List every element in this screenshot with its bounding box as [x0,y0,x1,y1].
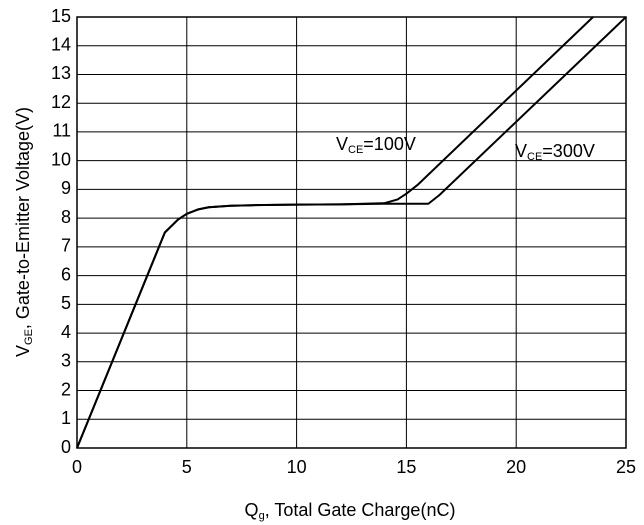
y-tick-label: 14 [51,34,71,54]
y-tick-label: 9 [61,178,71,198]
y-tick-label: 10 [51,149,71,169]
y-tick-label: 13 [51,63,71,83]
y-tick-label: 7 [61,236,71,256]
x-tick-label: 10 [287,457,307,477]
y-tick-label: 12 [51,92,71,112]
series-line [76,16,627,449]
y-axis-label: VGE, Gate-to-Emitter Voltage(V) [13,107,35,357]
x-tick-label: 5 [182,457,192,477]
series-line [76,16,594,449]
x-tick-label: 25 [616,457,636,477]
y-tick-label: 5 [61,293,71,313]
series-label: VCE=300V [515,141,595,163]
y-tick-label: 2 [61,379,71,399]
y-tick-label: 1 [61,408,71,428]
series-label: VCE=100V [336,134,416,156]
y-tick-label: 11 [52,121,71,141]
y-tick-label: 6 [61,264,71,284]
y-tick-label: 0 [61,437,71,457]
x-tick-label: 20 [506,457,526,477]
plot-frame [76,16,627,449]
x-axis-label: Qg, Total Gate Charge(nC) [245,500,456,522]
y-tick-label: 4 [61,322,71,342]
y-tick-label: 15 [51,6,71,26]
y-tick-label: 8 [61,207,71,227]
x-tick-label: 15 [396,457,416,477]
x-tick-label: 0 [72,457,82,477]
y-tick-label: 3 [61,351,71,371]
